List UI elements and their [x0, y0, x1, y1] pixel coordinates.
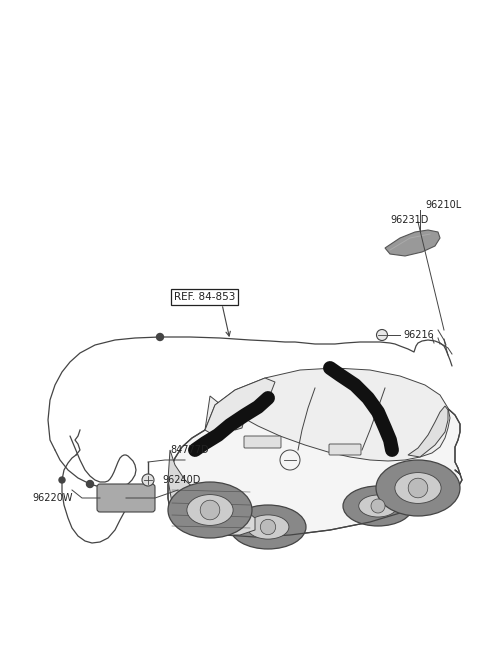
- Circle shape: [87, 481, 93, 487]
- Circle shape: [86, 480, 94, 487]
- Circle shape: [376, 329, 387, 340]
- Polygon shape: [230, 418, 244, 430]
- FancyBboxPatch shape: [97, 484, 155, 512]
- Ellipse shape: [230, 505, 306, 549]
- Ellipse shape: [343, 486, 413, 526]
- Circle shape: [156, 333, 164, 340]
- Circle shape: [200, 500, 220, 520]
- Text: REF. 84-853: REF. 84-853: [174, 292, 235, 302]
- Polygon shape: [168, 388, 462, 537]
- Circle shape: [371, 499, 385, 513]
- Ellipse shape: [376, 460, 460, 516]
- Circle shape: [142, 474, 154, 486]
- Ellipse shape: [187, 495, 233, 525]
- Polygon shape: [385, 230, 440, 256]
- Polygon shape: [205, 368, 450, 461]
- Circle shape: [260, 520, 276, 535]
- Text: 96220W: 96220W: [32, 493, 72, 503]
- Text: 84777D: 84777D: [170, 445, 209, 455]
- Ellipse shape: [168, 482, 252, 538]
- Polygon shape: [168, 450, 255, 535]
- Text: 96210L: 96210L: [425, 200, 461, 210]
- Ellipse shape: [247, 515, 289, 539]
- Polygon shape: [408, 406, 448, 457]
- Circle shape: [408, 478, 428, 498]
- FancyBboxPatch shape: [329, 444, 361, 455]
- Text: 96231D: 96231D: [390, 215, 428, 225]
- Polygon shape: [205, 378, 275, 436]
- Ellipse shape: [359, 495, 397, 517]
- FancyBboxPatch shape: [244, 436, 281, 448]
- Text: 96240D: 96240D: [162, 475, 200, 485]
- Ellipse shape: [395, 472, 441, 503]
- Circle shape: [59, 477, 65, 483]
- Text: 96216: 96216: [403, 330, 434, 340]
